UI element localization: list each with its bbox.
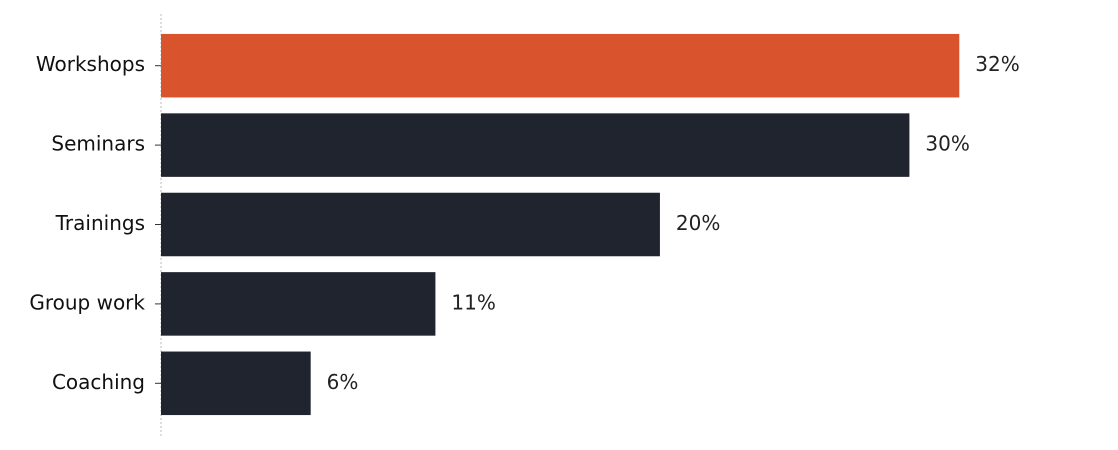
y-tick-label: Workshops — [36, 52, 145, 76]
value-label: 30% — [925, 132, 969, 156]
bar — [161, 351, 311, 416]
value-label: 20% — [676, 211, 720, 235]
y-tick-label: Coaching — [52, 370, 145, 394]
y-tick-label: Group work — [29, 290, 145, 314]
value-label: 32% — [975, 52, 1019, 76]
bar — [161, 33, 960, 98]
value-label: 11% — [451, 290, 495, 314]
value-label: 6% — [327, 370, 359, 394]
y-tick-label: Trainings — [55, 211, 145, 235]
y-tick-label: Seminars — [51, 132, 145, 156]
bar — [161, 113, 910, 177]
bar — [161, 272, 436, 336]
bar — [161, 192, 660, 257]
